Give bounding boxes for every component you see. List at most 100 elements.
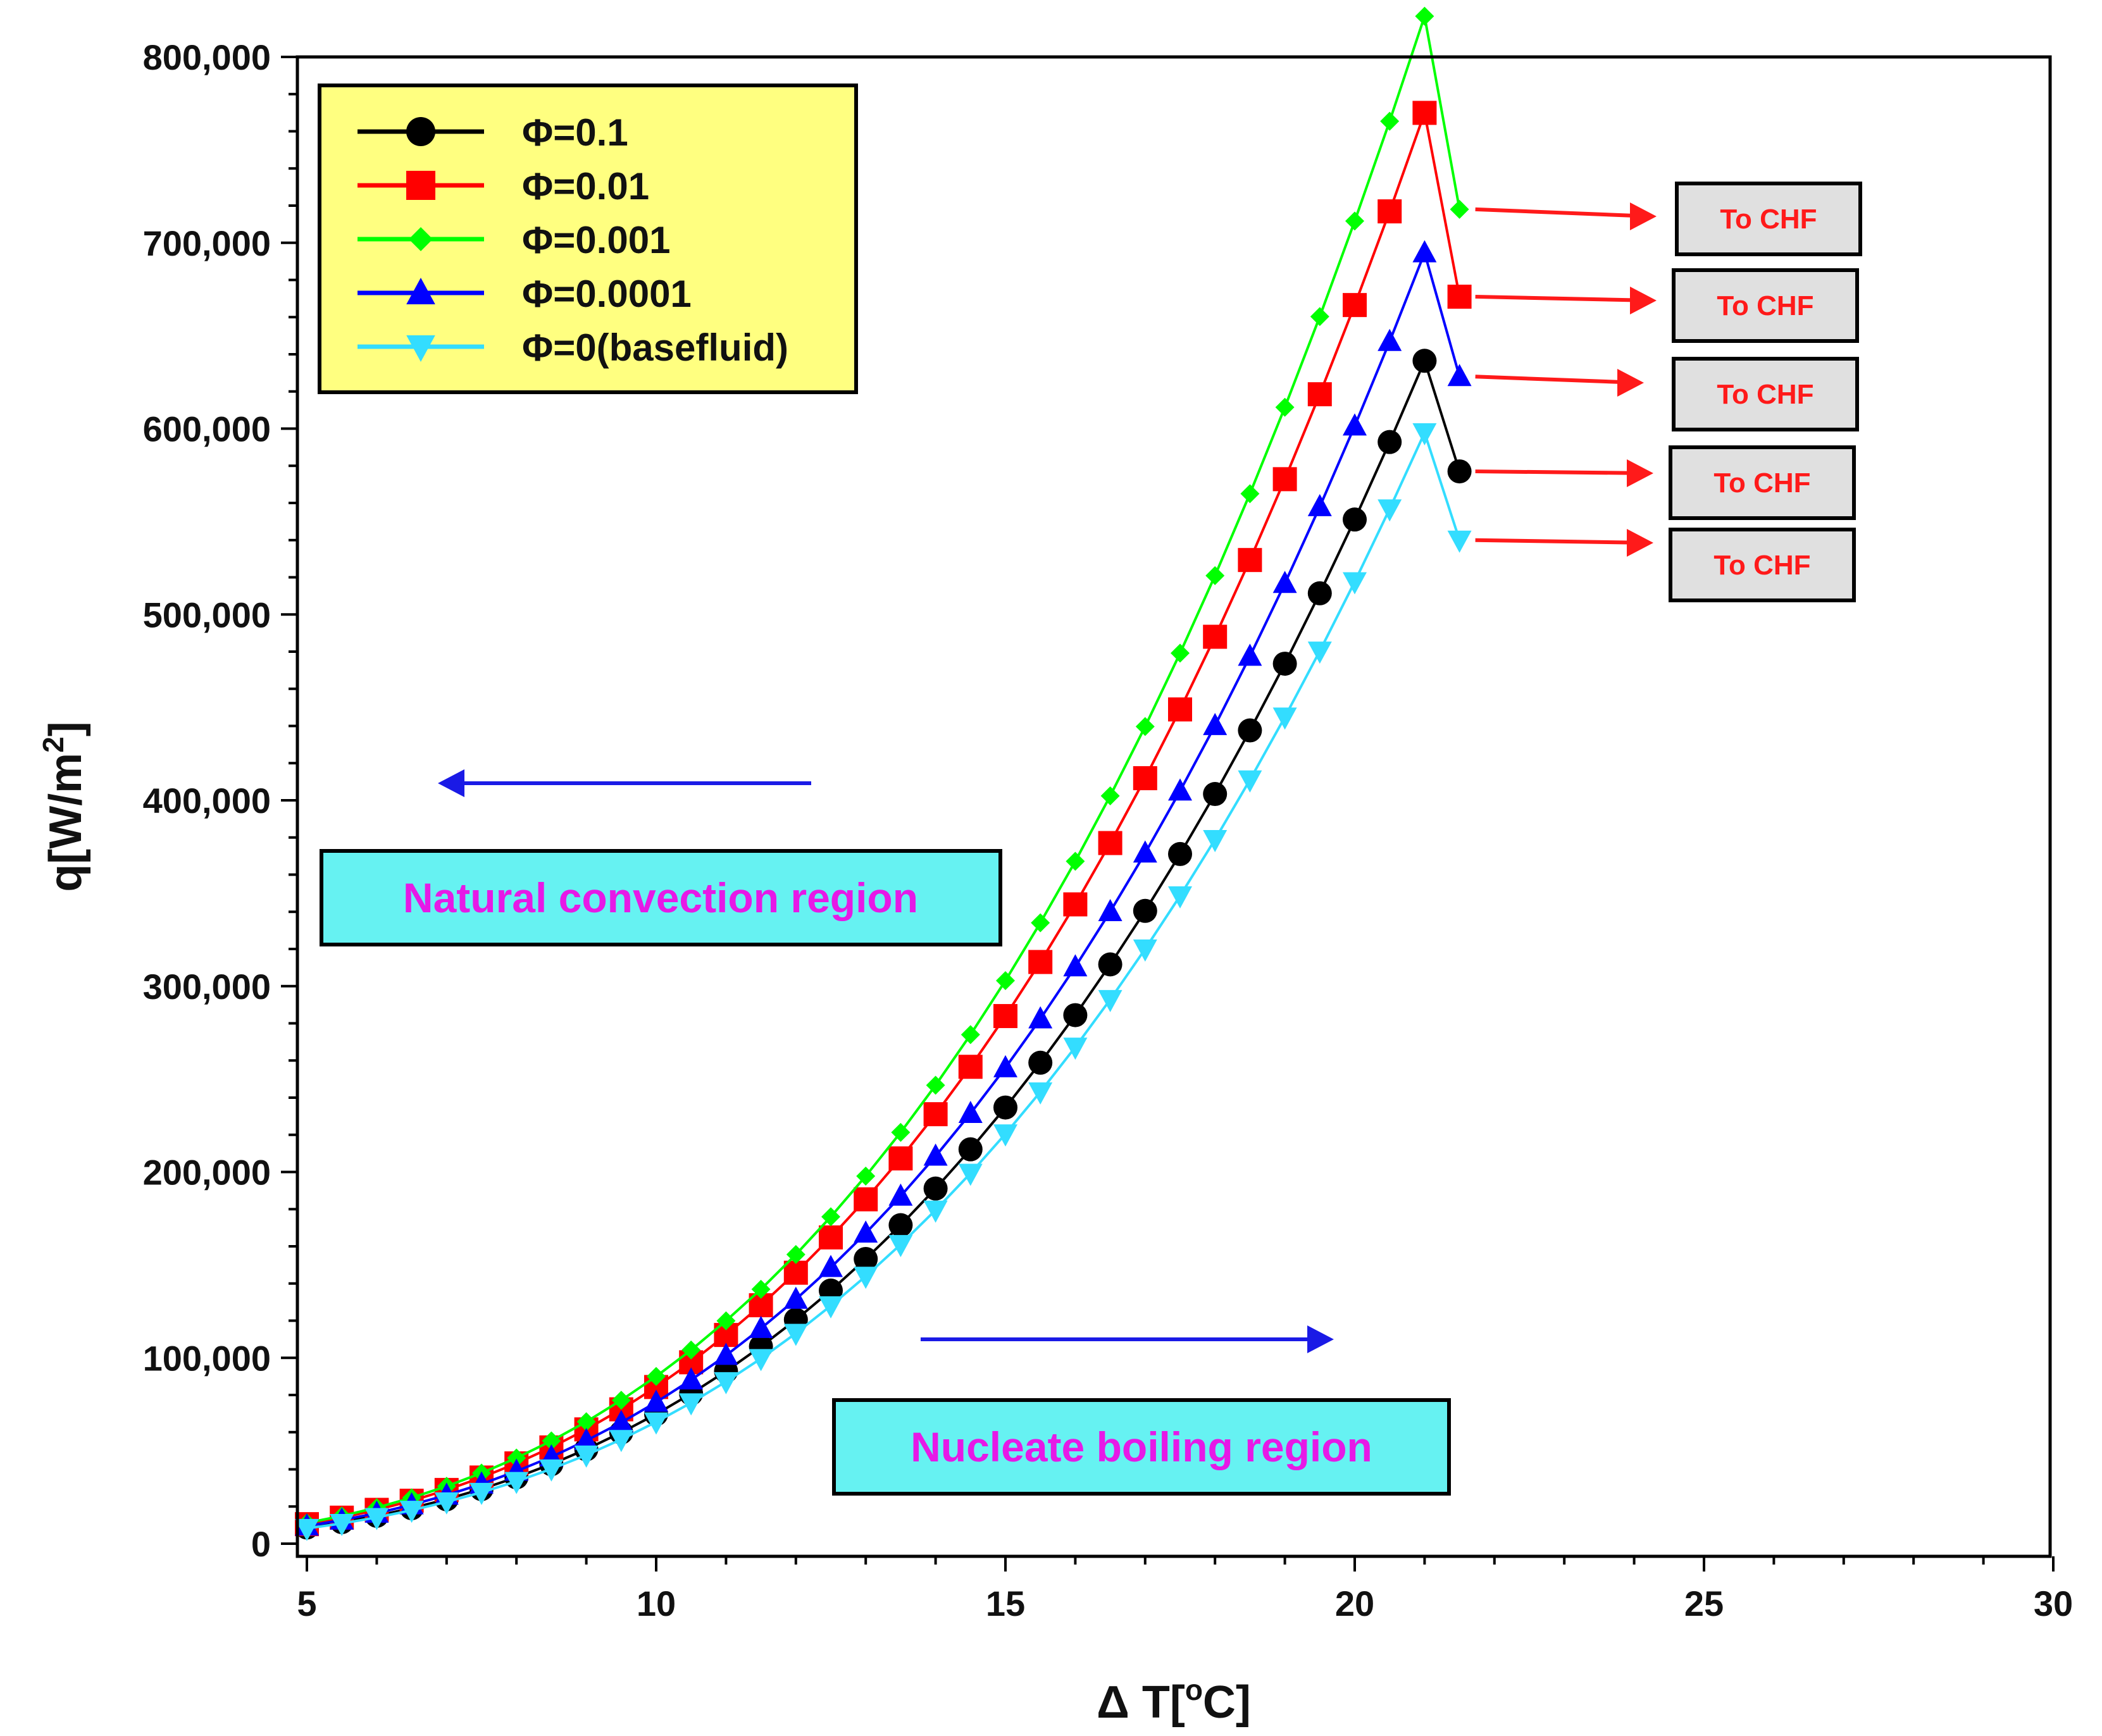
data-point [1098, 989, 1123, 1012]
nucleate-boiling-label: Nucleate boiling region [911, 1423, 1372, 1470]
data-point [679, 1367, 704, 1390]
data-point [783, 1324, 808, 1346]
to-chf-label: To CHF [1713, 468, 1810, 499]
legend-marker [406, 335, 435, 362]
data-point [1133, 766, 1157, 791]
data-point [1063, 1003, 1088, 1027]
series-line [306, 16, 1461, 1525]
data-point [1203, 829, 1228, 852]
data-point [364, 1508, 389, 1530]
data-point [542, 1431, 561, 1451]
series-layer [295, 6, 1472, 1541]
to-chf-callout: To CHF [1475, 357, 1859, 431]
to-chf-callout: To CHF [1475, 182, 1862, 256]
data-point [1168, 778, 1192, 801]
x-tick-label: 15 [986, 1584, 1025, 1623]
data-point [819, 1255, 843, 1277]
data-point [1238, 770, 1262, 793]
data-point [958, 1163, 983, 1186]
y-axis-title: q[W/m2] [37, 721, 91, 892]
data-point [1272, 707, 1297, 730]
nucleate-boiling-box [832, 1398, 1451, 1496]
data-point [714, 1372, 738, 1394]
data-point [856, 1166, 876, 1186]
y-tick-label: 100,000 [143, 1338, 271, 1378]
data-point [821, 1207, 840, 1227]
data-point [783, 1260, 808, 1285]
data-point [1343, 293, 1367, 318]
tick-labels-layer: 0 100,000 200,000 300,000 400,000 500,000 600,… [143, 37, 2074, 1623]
data-point [609, 1410, 633, 1432]
data-point [888, 1235, 913, 1258]
annotations-layer: Natural convection region Nucleate boilin… [320, 182, 1862, 1496]
legend-label: Φ=0(basefluid) [522, 326, 788, 369]
data-point [1412, 101, 1437, 125]
data-point [1098, 831, 1123, 855]
data-point [1380, 111, 1400, 131]
data-point [1307, 581, 1332, 605]
arrow-head [1617, 369, 1644, 397]
data-point [1098, 952, 1123, 977]
data-point [819, 1296, 843, 1318]
arrow-shaft [1475, 469, 1649, 475]
y-tick-label: 300,000 [143, 967, 271, 1007]
data-point [888, 1183, 913, 1206]
legend-marker [406, 171, 435, 200]
data-point [1063, 1038, 1088, 1060]
data-point [504, 1472, 529, 1494]
y-tick-label: 200,000 [143, 1153, 271, 1193]
data-point [888, 1213, 913, 1237]
data-point [1028, 1006, 1053, 1029]
to-chf-label: To CHF [1713, 550, 1810, 581]
data-point [1377, 328, 1402, 351]
natural-convection-box [320, 849, 1002, 946]
to-chf-box [1669, 445, 1856, 520]
data-point [1310, 307, 1329, 326]
legend-label: Φ=0.0001 [522, 273, 692, 315]
data-point [1343, 413, 1367, 436]
data-point [958, 1137, 983, 1162]
arrow-head [1627, 529, 1653, 557]
data-point [1133, 939, 1157, 962]
data-point [1343, 572, 1367, 595]
data-point [1377, 199, 1402, 224]
data-point [1203, 782, 1228, 807]
arrow-shaft [1475, 207, 1652, 218]
data-point [819, 1225, 843, 1249]
data-point [786, 1244, 805, 1264]
data-point [1031, 913, 1050, 933]
data-point [434, 1492, 459, 1515]
y-tick-label: 700,000 [143, 223, 271, 263]
arrow-head [438, 769, 464, 797]
data-point [330, 1513, 354, 1536]
data-point [681, 1340, 701, 1360]
data-point [1203, 624, 1228, 649]
data-point [644, 1412, 668, 1435]
data-point [1307, 493, 1332, 516]
data-point [1135, 717, 1155, 736]
legend-marker [406, 117, 435, 146]
legend-label: Φ=0.001 [522, 219, 670, 261]
data-point [1168, 886, 1192, 908]
natural-convection-label: Natural convection region [403, 874, 918, 921]
legend-marker [409, 227, 433, 251]
data-point [1447, 284, 1472, 309]
data-point [958, 1100, 983, 1123]
data-point [1447, 364, 1472, 387]
data-point [574, 1427, 599, 1450]
to-chf-label: To CHF [1720, 204, 1817, 235]
data-point [1168, 697, 1192, 722]
data-point [1028, 1050, 1053, 1075]
data-point [1203, 712, 1228, 735]
data-point [679, 1393, 704, 1416]
data-point [1066, 852, 1085, 871]
data-point [1377, 430, 1402, 454]
legend: Φ=0.1 Φ=0.01 Φ=0.001 Φ=0.0001 Φ=0(basefluid) [318, 84, 858, 394]
data-point [1272, 652, 1297, 676]
data-point [1447, 530, 1472, 553]
data-point [1100, 786, 1120, 805]
legend-marker [406, 278, 435, 304]
data-point [576, 1412, 596, 1432]
data-point [993, 1055, 1017, 1077]
